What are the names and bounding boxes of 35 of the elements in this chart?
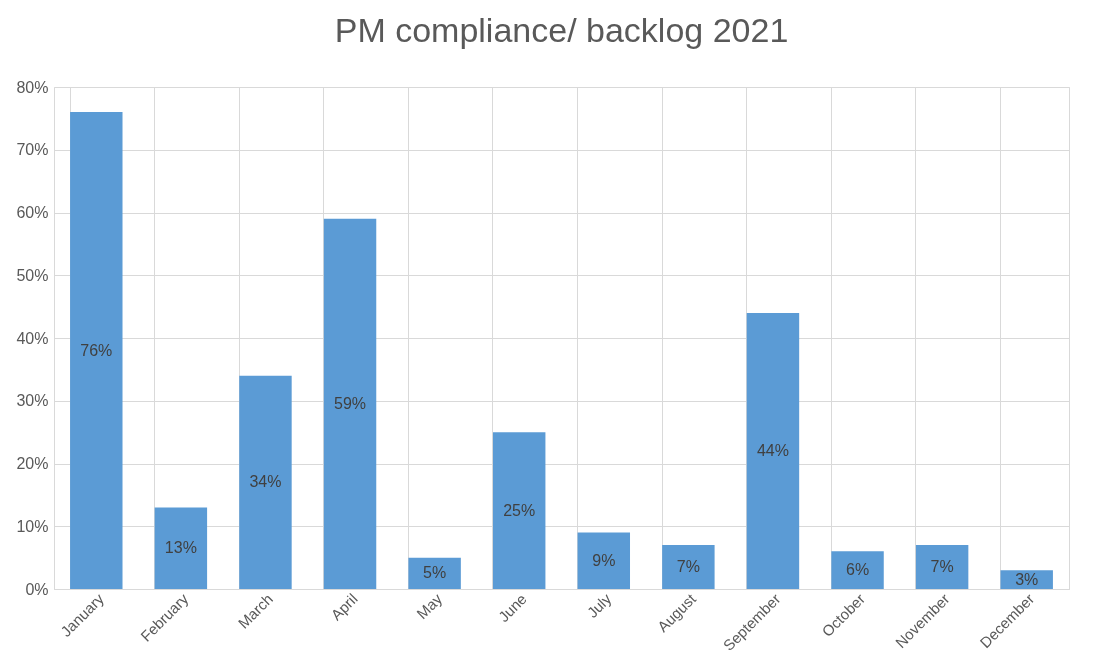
bar [408,557,461,589]
bar [70,112,123,589]
y-tick-label: 80% [16,78,49,96]
data-label: 76% [80,341,113,359]
bar [915,545,969,589]
bar [239,375,292,589]
y-tick-label: 0% [25,580,49,598]
y-tick-label: 10% [16,517,49,535]
data-label: 25% [503,501,536,519]
x-tick-label: May [413,589,446,623]
y-tick-label: 60% [16,204,49,221]
data-label: 7% [930,558,954,576]
data-label: 34% [249,473,282,491]
x-tick-label: July [583,589,615,621]
bar [577,532,631,589]
data-label: 44% [756,441,789,459]
chart-title: PM compliance/ backlog 2021 [334,11,789,49]
data-label: 9% [592,551,616,569]
data-label: 7% [676,558,700,576]
bar [662,545,715,589]
data-label: 3% [1015,570,1039,588]
data-label: 6% [845,561,870,579]
bar [154,507,208,589]
bar [492,432,546,589]
y-tick-label: 30% [16,392,49,410]
data-label: 5% [423,564,447,582]
data-label: 59% [334,394,367,412]
y-tick-label: 50% [16,266,49,284]
bar [746,312,800,589]
y-tick-label: 20% [16,455,49,472]
y-tick-label: 70% [16,141,49,159]
bar [831,551,884,589]
y-tick-label: 40% [16,329,49,347]
bar [323,218,377,589]
data-label: 13% [164,539,197,557]
